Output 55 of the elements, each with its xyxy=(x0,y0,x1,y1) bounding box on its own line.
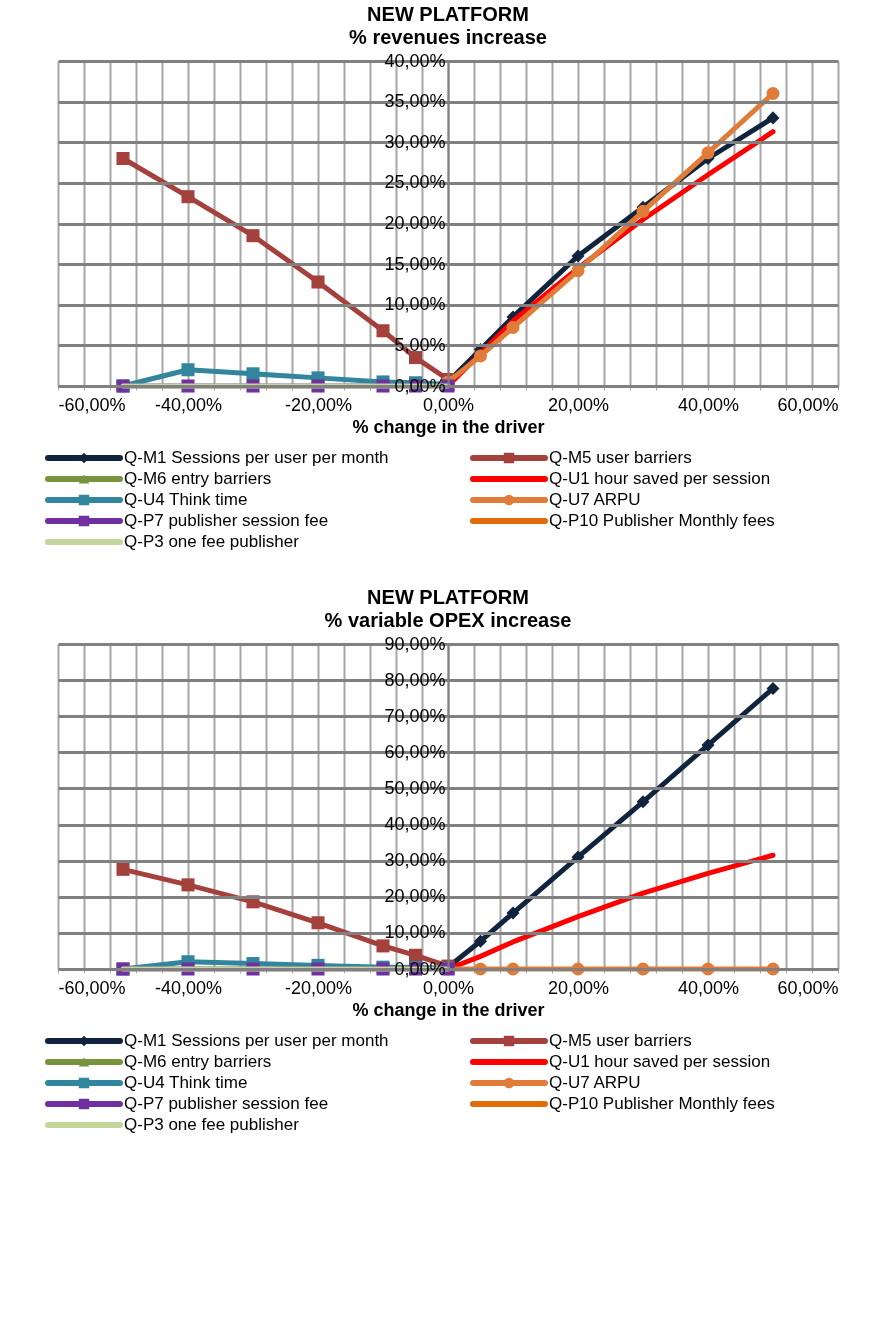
chart-title: NEW PLATFORM xyxy=(367,586,529,608)
y-tick-label: 25,00% xyxy=(384,172,446,193)
x-tick-label: 60,00% xyxy=(777,394,839,415)
y-tick-label: 90,00% xyxy=(384,633,446,654)
y-tick-label: 10,00% xyxy=(384,922,446,943)
x-tick-label: 0,00% xyxy=(422,977,475,998)
legend-label: Q-M1 Sessions per user per month xyxy=(124,1031,389,1050)
legend-label: Q-U7 ARPU xyxy=(549,490,641,509)
x-axis-title: % change in the driver xyxy=(352,416,545,437)
legend-label: Q-U4 Think time xyxy=(124,490,248,509)
chart-title: NEW PLATFORM xyxy=(367,3,529,25)
x-axis-title: % change in the driver xyxy=(352,999,545,1020)
legend-label: Q-M5 user barriers xyxy=(549,448,692,467)
legend-label: Q-U1 hour saved per session xyxy=(549,1052,771,1071)
y-tick-label: 40,00% xyxy=(384,814,446,835)
y-tick-label: 60,00% xyxy=(384,741,446,762)
legend-label: Q-P7 publisher session fee xyxy=(124,1094,329,1113)
x-tick-label: -20,00% xyxy=(284,977,353,998)
y-tick-label: 30,00% xyxy=(384,131,446,152)
chart-subtitle: % variable OPEX increase xyxy=(324,609,572,631)
legend-label: Q-U4 Think time xyxy=(124,1073,248,1092)
x-tick-label: 40,00% xyxy=(677,977,740,998)
legend-label: Q-P3 one fee publisher xyxy=(124,532,300,551)
legend-label: Q-P7 publisher session fee xyxy=(124,511,329,530)
x-tick-label: -60,00% xyxy=(58,394,126,415)
y-tick-label: 70,00% xyxy=(384,705,446,726)
x-tick-label: 20,00% xyxy=(547,394,610,415)
legend-label: Q-M6 entry barriers xyxy=(124,1052,272,1071)
y-tick-label: 35,00% xyxy=(384,91,446,112)
x-tick-label: 40,00% xyxy=(677,394,740,415)
x-tick-label: 60,00% xyxy=(777,977,839,998)
legend-label: Q-P10 Publisher Monthly fees xyxy=(549,511,775,530)
legend-label: Q-U7 ARPU xyxy=(549,1073,641,1092)
y-tick-label: 50,00% xyxy=(384,777,446,798)
x-tick-label: -60,00% xyxy=(58,977,126,998)
y-tick-label: 20,00% xyxy=(384,213,446,233)
y-tick-label: 20,00% xyxy=(384,886,446,907)
y-tick-label: 15,00% xyxy=(384,253,446,274)
y-tick-label: 30,00% xyxy=(384,850,446,871)
y-tick-label: 5,00% xyxy=(394,334,446,355)
y-tick-label: 40,00% xyxy=(384,50,446,71)
legend-label: Q-M1 Sessions per user per month xyxy=(124,448,389,467)
legend-label: Q-P10 Publisher Monthly fees xyxy=(549,1094,775,1113)
x-tick-label: 20,00% xyxy=(547,977,610,998)
chart-subtitle: % revenues increase xyxy=(349,26,547,48)
x-tick-label: 0,00% xyxy=(422,394,475,415)
legend-label: Q-M5 user barriers xyxy=(549,1031,692,1050)
legend-label: Q-M6 entry barriers xyxy=(124,469,272,488)
legend-label: Q-U1 hour saved per session xyxy=(549,469,771,488)
x-tick-label: -20,00% xyxy=(284,394,353,415)
x-tick-label: -40,00% xyxy=(154,394,223,415)
x-tick-label: -40,00% xyxy=(154,977,223,998)
legend-label: Q-P3 one fee publisher xyxy=(124,1115,300,1134)
y-tick-label: 10,00% xyxy=(384,294,446,315)
y-tick-label: 80,00% xyxy=(384,669,446,690)
